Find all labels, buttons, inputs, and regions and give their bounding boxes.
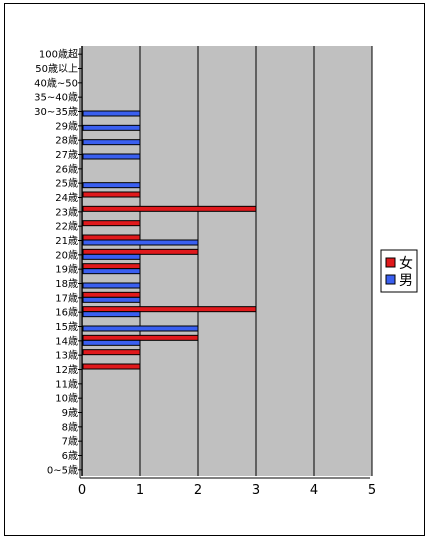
bar-female <box>82 291 141 298</box>
legend-label: 男 <box>399 273 413 289</box>
x-tick-label: 0 <box>78 483 86 498</box>
plot-background <box>82 46 372 476</box>
x-tick-label: 2 <box>194 483 202 498</box>
y-tick-label: 30~35歳 <box>34 106 78 118</box>
y-tick-label: 28歳 <box>55 135 78 147</box>
y-tick-label: 19歳 <box>55 264 78 276</box>
y-axis-ticks: 100歳超 50歳以上 40歳~50 35~40歳 30~35歳 29歳 28歳 27歳 26歳… <box>34 48 82 476</box>
bar-female <box>82 191 141 198</box>
y-tick-label: 35~40歳 <box>34 92 78 104</box>
y-tick-label: 10歳 <box>55 393 78 405</box>
bar-male <box>82 296 141 303</box>
plot-area <box>79 46 373 479</box>
y-tick-label: 50歳以上 <box>35 63 78 75</box>
y-tick-label: 11歳 <box>55 378 78 390</box>
bar-male <box>82 268 141 275</box>
x-tick-label: 5 <box>368 483 376 498</box>
legend: 女男 <box>380 249 418 293</box>
bar-female <box>82 205 257 212</box>
y-tick-label: 20歳 <box>55 249 78 261</box>
y-tick-label: 12歳 <box>55 364 78 376</box>
bar-male <box>82 139 141 146</box>
y-tick-label: 14歳 <box>55 335 78 347</box>
bar-female <box>82 234 141 241</box>
y-tick-label: 25歳 <box>55 178 78 190</box>
bar-male <box>82 153 141 160</box>
y-tick-label: 26歳 <box>55 163 78 175</box>
bar-male <box>82 325 199 332</box>
y-tick-label: 100歳超 <box>39 48 78 61</box>
y-tick-label: 6歳 <box>62 450 78 462</box>
bar-female <box>82 220 141 227</box>
y-tick-label: 40歳~50 <box>34 77 78 89</box>
x-tick-label: 3 <box>252 483 260 498</box>
x-tick-label: 1 <box>136 483 144 498</box>
y-tick-label: 24歳 <box>55 192 78 204</box>
y-tick-label: 8歳 <box>62 421 78 433</box>
y-tick-label: 13歳 <box>55 350 78 362</box>
bar-female <box>82 248 199 255</box>
bar-male <box>82 311 141 318</box>
bar-male <box>82 253 141 260</box>
y-tick-label: 21歳 <box>55 235 78 247</box>
x-axis-ticks: 0 1 2 3 4 5 <box>78 483 376 498</box>
bar-male <box>82 339 141 346</box>
bar-male <box>82 282 141 289</box>
legend-box <box>380 249 418 293</box>
bar-female <box>82 363 141 370</box>
y-tick-label: 18歳 <box>55 278 78 290</box>
legend-swatch <box>385 274 396 285</box>
y-tick-label: 29歳 <box>55 120 78 132</box>
x-tick-label: 4 <box>310 483 318 498</box>
bar-female <box>82 263 141 270</box>
y-tick-label: 15歳 <box>55 321 78 333</box>
y-tick-label: 17歳 <box>55 292 78 304</box>
legend-swatch <box>385 257 396 268</box>
y-tick-label: 22歳 <box>55 221 78 233</box>
bars <box>82 110 257 370</box>
bar-female <box>82 334 199 341</box>
bar-male <box>82 124 141 131</box>
y-tick-label: 7歳 <box>62 436 78 448</box>
y-tick-label: 9歳 <box>62 407 78 419</box>
bar-male <box>82 110 141 117</box>
bar-female <box>82 306 257 313</box>
bar-male <box>82 239 199 246</box>
bar-female <box>82 349 141 356</box>
legend-label: 女 <box>399 255 413 272</box>
bar-male <box>82 182 141 189</box>
y-tick-label: 16歳 <box>55 307 78 319</box>
y-tick-label: 0~5歳 <box>47 464 78 476</box>
y-tick-label: 27歳 <box>55 149 78 161</box>
y-tick-label: 23歳 <box>55 206 78 218</box>
